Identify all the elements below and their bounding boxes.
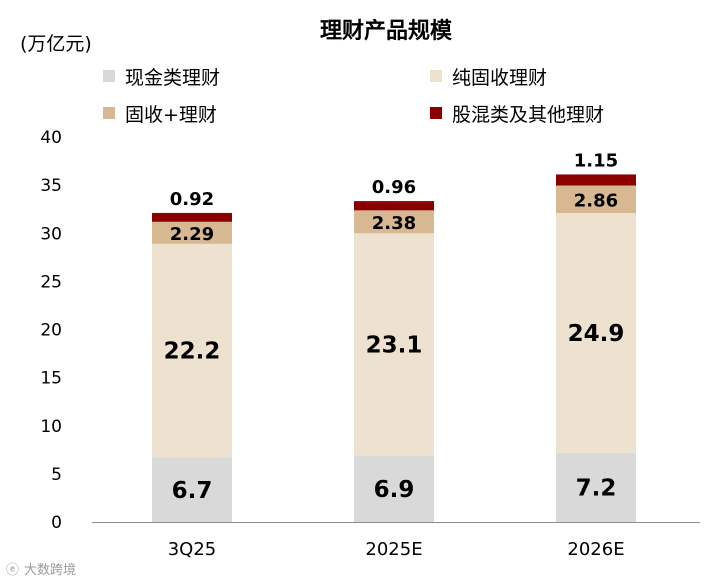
data-label-0-1: 22.2: [164, 339, 221, 365]
data-label-0-2: 2.29: [170, 224, 214, 245]
bar-segment-0-1: [152, 243, 232, 458]
data-label-1-3: 0.96: [372, 177, 416, 198]
bar-segment-2-1: [556, 213, 636, 453]
y-tick-label: 20: [40, 321, 62, 341]
data-label-0-3: 0.92: [170, 189, 214, 210]
watermark-text: 大数跨境: [24, 563, 76, 578]
y-tick-label: 15: [40, 369, 62, 389]
category-label-2: 2026E: [567, 539, 624, 560]
legend-label-3: 股混类及其他理财: [452, 104, 604, 126]
data-label-2-2: 2.86: [574, 190, 618, 211]
bars: 3Q25 6.7 22.2 2.29 0.92 2025E 6.9 23.1 2.38 0.96 2…: [152, 150, 636, 560]
y-tick-label: 25: [40, 272, 62, 292]
data-label-1-0: 6.9: [374, 477, 415, 503]
data-label-1-2: 2.38: [372, 213, 416, 234]
legend-label-1: 纯固收理财: [452, 67, 547, 89]
watermark: ⓔ 大数跨境: [6, 563, 76, 578]
category-label-0: 3Q25: [168, 539, 217, 560]
bar-segment-0-3: [152, 212, 232, 222]
bar-segment-1-3: [354, 201, 434, 211]
bar-segment-2-2: [556, 185, 636, 214]
bar-segment-0-0: [152, 457, 232, 522]
category-label-1: 2025E: [365, 539, 422, 560]
bar-segment-2-0: [556, 452, 636, 522]
y-tick-label: 35: [40, 176, 62, 196]
bar-segment-1-2: [354, 210, 434, 234]
y-tick-label: 5: [51, 465, 62, 485]
bar-segment-1-1: [354, 233, 434, 456]
data-label-0-0: 6.7: [172, 478, 213, 504]
legend-swatch-0: [103, 70, 115, 82]
legend-swatch-2: [103, 107, 115, 119]
y-tick-label: 40: [40, 128, 62, 148]
legend-label-2: 固收+理财: [125, 104, 217, 126]
watermark-logo-icon: ⓔ: [6, 563, 19, 578]
bar-segment-0-2: [152, 221, 232, 244]
data-label-2-0: 7.2: [576, 475, 617, 501]
axes: 0 5 10 15 20 25 30 35 40: [40, 128, 700, 533]
y-tick-label: 30: [40, 224, 62, 244]
legend-label-0: 现金类理财: [125, 67, 220, 89]
y-tick-label: 10: [40, 417, 62, 437]
y-tick-label: 0: [51, 513, 62, 533]
bar-segment-1-0: [354, 455, 434, 522]
bar-segment-2-3: [556, 174, 636, 186]
legend-swatch-1: [430, 70, 442, 82]
data-label-2-3: 1.15: [574, 150, 618, 171]
legend-swatch-3: [430, 107, 442, 119]
chart-title: 理财产品规模: [320, 19, 453, 44]
unit-label: (万亿元): [20, 33, 92, 55]
data-label-2-1: 24.9: [568, 321, 625, 347]
data-label-1-1: 23.1: [366, 332, 423, 358]
